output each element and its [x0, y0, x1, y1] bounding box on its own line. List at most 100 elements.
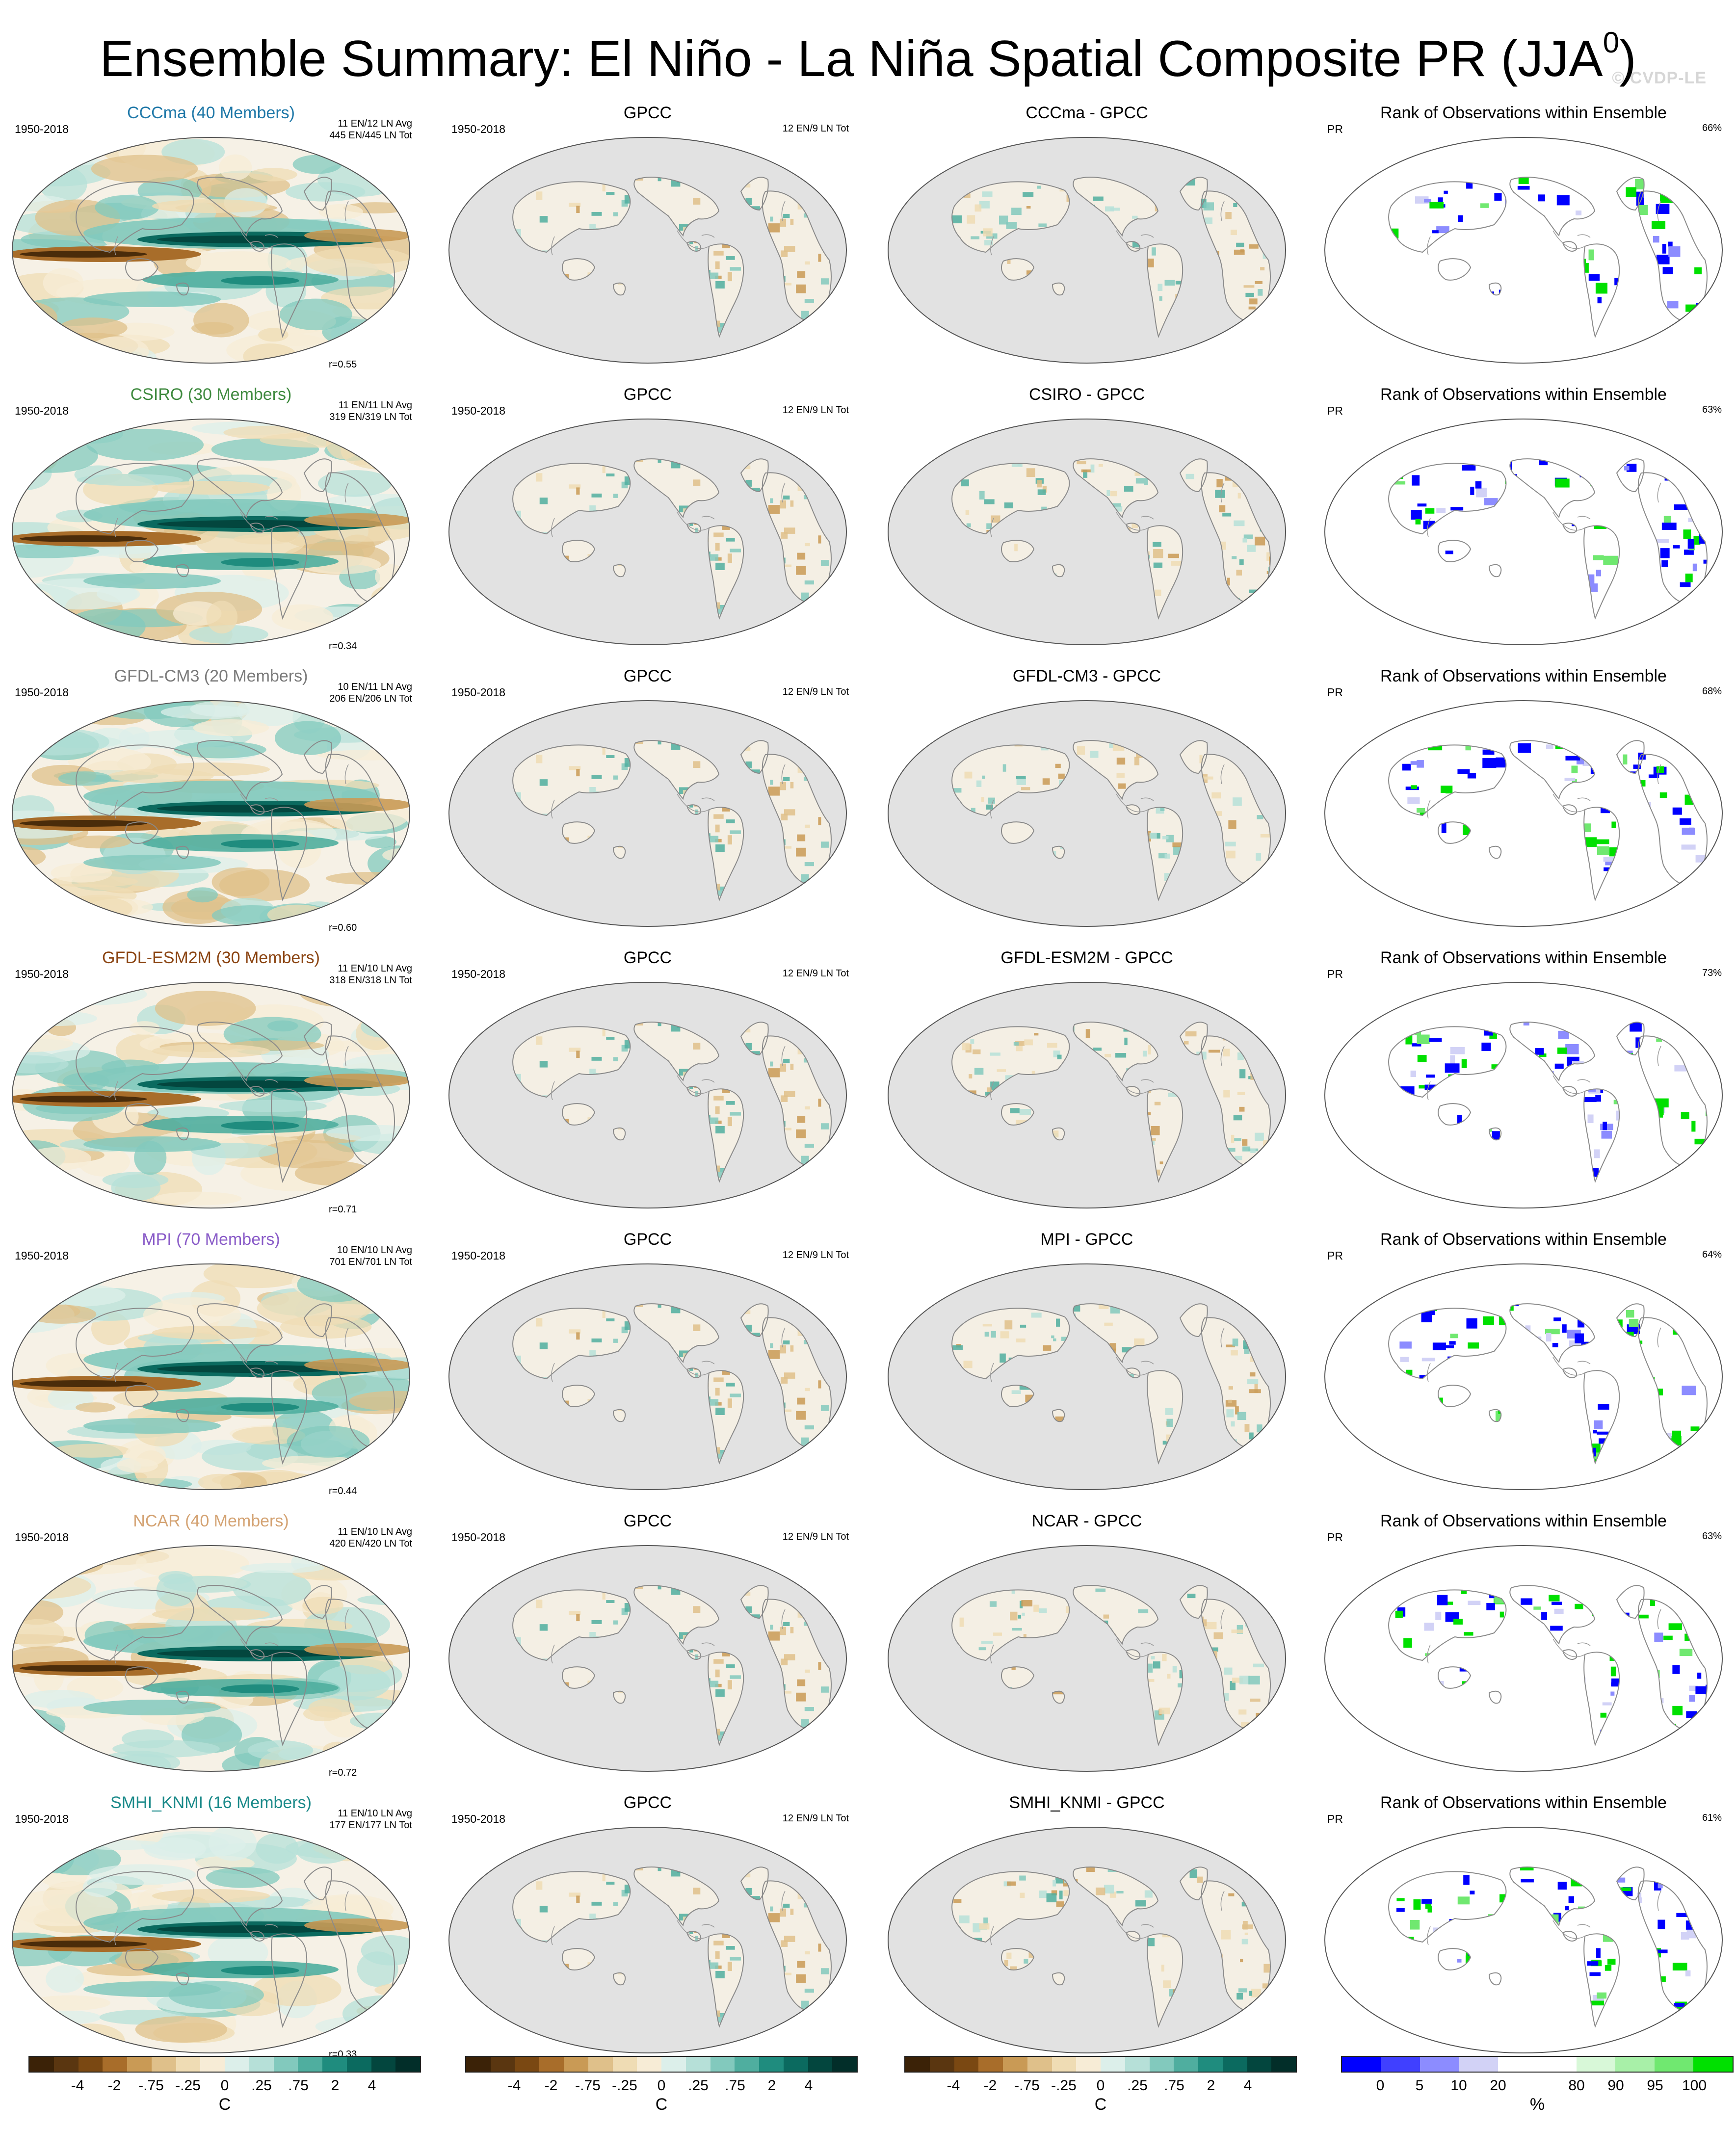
coastlines [76, 1585, 409, 1747]
map-border [1324, 1545, 1723, 1772]
panel-rank-mpi: Rank of Observations within Ensemble PR 64… [1317, 1230, 1730, 1504]
colorbar-swatch [1076, 2057, 1101, 2072]
map-border [1324, 700, 1723, 927]
map-obs [448, 1545, 847, 1772]
land-field [888, 701, 1286, 926]
panel-rank-csiro: Rank of Observations within Ensemble PR 63… [1317, 385, 1730, 659]
colorbar-swatch [78, 2057, 103, 2072]
panel-diff-ncar: NCAR - GPCC [881, 1511, 1293, 1786]
panel-title: NCAR - GPCC [1031, 1512, 1142, 1530]
variable-label: PR [1327, 686, 1343, 699]
colorbar-swatch [127, 2057, 152, 2072]
colorbar-swatches [904, 2056, 1297, 2073]
map-diff [888, 982, 1286, 1208]
colorbar-swatch [735, 2057, 759, 2072]
map-border [1324, 137, 1723, 364]
panel-title: Rank of Observations within Ensemble [1380, 104, 1667, 122]
event-avg-label: 11 EN/10 LN Avg [338, 1808, 412, 1819]
map-border [12, 137, 410, 364]
map-border [12, 1545, 410, 1772]
event-count-info: 11 EN/10 LN Avg 318 EN/318 LN Tot [329, 963, 412, 986]
pattern-correlation: r=0.71 [329, 1204, 357, 1215]
period-label: 1950-2018 [451, 1813, 505, 1825]
rank-percent: 73% [1702, 968, 1722, 978]
colorbar-tick-label: -4 [947, 2077, 960, 2094]
land-field [449, 1546, 846, 1771]
colorbar-tick-label: 10 [1450, 2077, 1467, 2094]
colorbar-tick-label: 0 [1376, 2077, 1385, 2094]
land-field [888, 419, 1286, 645]
coastlines [76, 177, 409, 339]
colorbar-swatch [1003, 2057, 1027, 2072]
rank-field [1325, 1546, 1722, 1771]
panel-title: CCCma - GPCC [1026, 104, 1148, 122]
land-field [888, 1546, 1286, 1771]
panel-rank-cccma: Rank of Observations within Ensemble PR 66… [1317, 103, 1730, 378]
panel-title: CCCma (40 Members) [127, 104, 295, 122]
period-label: 1950-2018 [15, 1531, 69, 1544]
panel-obs-mpi: GPCC 1950-2018 12 EN/9 LN Tot [442, 1230, 854, 1504]
event-total-label: 420 EN/420 LN Tot [329, 1538, 412, 1549]
land-field [888, 982, 1286, 1208]
period-label: 1950-2018 [451, 404, 505, 417]
event-avg-label: 11 EN/10 LN Avg [338, 963, 412, 974]
event-avg-label: 10 EN/10 LN Avg [337, 1245, 412, 1256]
colorbar-swatch [53, 2057, 79, 2072]
colorbar-swatch [1381, 2057, 1420, 2072]
colorbar-rank: 0 5 10 20 80 90 95 100% [1341, 2056, 1734, 2115]
colorbar-tick-label: -.25 [612, 2077, 637, 2094]
colorbar-swatch [1101, 2057, 1125, 2072]
land-field [449, 701, 846, 926]
map-diff [888, 1827, 1286, 2053]
colorbar-swatch [759, 2057, 784, 2072]
map-border [448, 419, 847, 645]
colorbar-swatch [1027, 2057, 1052, 2072]
period-label: 1950-2018 [15, 1249, 69, 1262]
land-field [888, 1264, 1286, 1490]
page-title-close: ) [1619, 30, 1636, 87]
colorbar-tick-label: 0 [1096, 2077, 1105, 2094]
coastlines [1388, 177, 1722, 339]
panel-title: Rank of Observations within Ensemble [1380, 1512, 1667, 1530]
panel-title: CSIRO - GPCC [1028, 385, 1145, 404]
colorbar-tick-label: 4 [804, 2077, 813, 2094]
panel-diff-csiro: CSIRO - GPCC [881, 385, 1293, 659]
event-count-info: 12 EN/9 LN Tot [782, 1531, 849, 1542]
rank-percent: 64% [1702, 1249, 1722, 1260]
panel-obs-ncar: GPCC 1950-2018 12 EN/9 LN Tot [442, 1511, 854, 1786]
event-count-info: 12 EN/9 LN Tot [782, 405, 849, 416]
colorbar-swatch [685, 2057, 710, 2072]
panel-diff-cccma: CCCma - GPCC [881, 103, 1293, 378]
event-total-label: 445 EN/445 LN Tot [329, 130, 412, 141]
map-border [448, 700, 847, 927]
colorbar-swatch [103, 2057, 127, 2072]
pattern-correlation: r=0.72 [329, 1767, 357, 1778]
land-field [449, 1264, 846, 1490]
map-obs [448, 137, 847, 364]
coastlines [76, 1303, 409, 1465]
panel-title: GPCC [623, 104, 672, 122]
map-diff [888, 700, 1286, 927]
variable-label: PR [1327, 1249, 1343, 1262]
colorbar-tick-label: -.25 [1051, 2077, 1077, 2094]
map-obs [448, 1827, 847, 2053]
event-count-info: 12 EN/9 LN Tot [782, 968, 849, 979]
colorbar-tick-label: -.75 [138, 2077, 164, 2094]
map-border [888, 1545, 1286, 1772]
colorbar-tick-label: -.75 [1014, 2077, 1040, 2094]
colorbar-swatch [1342, 2057, 1381, 2072]
map-rank [1324, 1827, 1723, 2053]
anomaly-field [12, 419, 410, 645]
colorbar-swatch [1654, 2057, 1694, 2072]
colorbar-tick-label: -.75 [575, 2077, 601, 2094]
rank-percent: 63% [1702, 1531, 1722, 1542]
event-avg-label: 10 EN/11 LN Avg [338, 682, 412, 692]
period-label: 1950-2018 [15, 968, 69, 980]
colorbar-tick-label: 2 [1207, 2077, 1215, 2094]
colorbar-swatch [322, 2057, 347, 2072]
panel-title: Rank of Observations within Ensemble [1380, 1793, 1667, 1812]
map-border [12, 1827, 410, 2053]
colorbar-swatch [1222, 2057, 1247, 2072]
rank-percent: 66% [1702, 123, 1722, 133]
panel-model-ncar: NCAR (40 Members) 1950-2018 11 EN/10 LN Av… [5, 1511, 417, 1786]
